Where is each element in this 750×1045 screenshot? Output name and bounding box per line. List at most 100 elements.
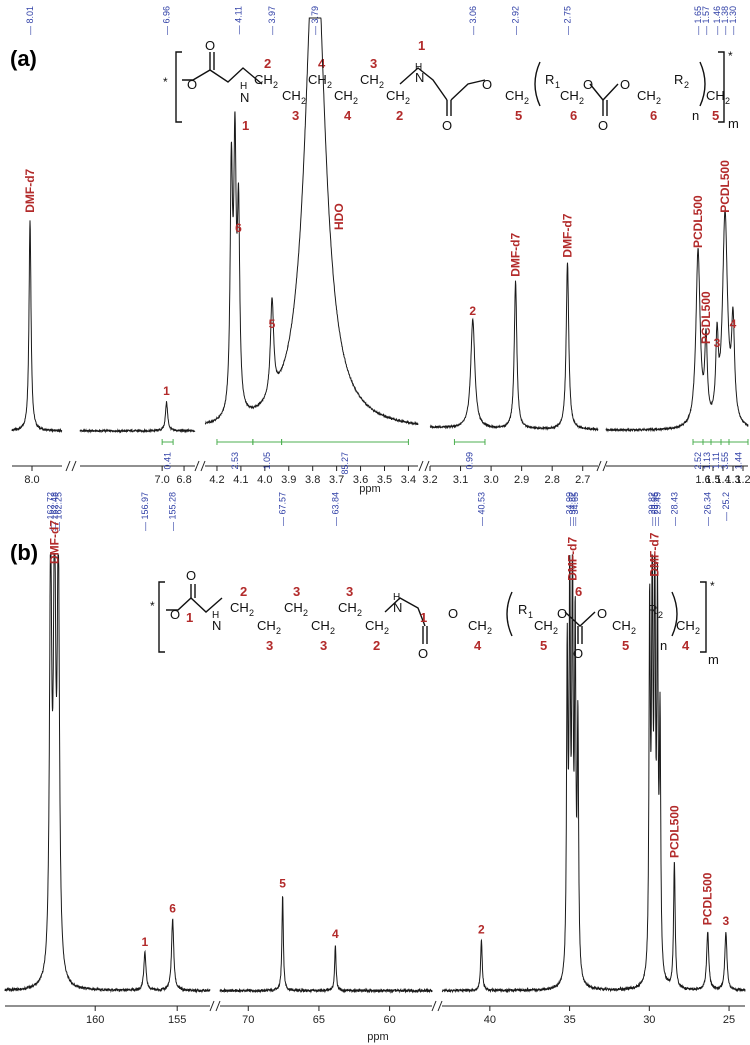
svg-text:CH: CH <box>365 618 384 633</box>
svg-text:O: O <box>557 606 567 621</box>
svg-text:2: 2 <box>579 96 584 106</box>
svg-text:CH: CH <box>311 618 330 633</box>
shift-label: — 29.82 <box>647 492 657 526</box>
svg-text:H: H <box>240 81 247 92</box>
bracket-left-a <box>175 51 182 123</box>
structure-label-b-5: 3 <box>346 584 353 599</box>
x-tick-label: 7.0 <box>154 474 169 486</box>
peak-label: DMF-d7 <box>509 232 523 276</box>
integral-value: 0.99 <box>465 452 475 470</box>
svg-text:2: 2 <box>276 626 281 636</box>
svg-text:N: N <box>212 618 221 633</box>
spectrum-trace-segment <box>605 208 749 433</box>
backbone-a3 <box>450 79 486 101</box>
x-tick-label: 65 <box>313 1014 325 1026</box>
peak-label: 4 <box>730 317 737 331</box>
structure-label-b-12: 4 <box>682 638 690 653</box>
integral-value: 2.53 <box>230 452 240 470</box>
peak-label: 5 <box>279 876 286 890</box>
structure-label-a-1: 2 <box>264 56 271 71</box>
svg-text:2: 2 <box>487 626 492 636</box>
axis-break-mark <box>209 1000 215 1012</box>
shift-label: — 3.79 <box>310 6 320 35</box>
shift-label: — 29.66 <box>650 492 660 526</box>
bracket-right-a <box>718 51 725 123</box>
svg-text:O: O <box>597 606 607 621</box>
svg-text:N: N <box>240 90 249 105</box>
svg-text:CH: CH <box>338 600 357 615</box>
shift-label: — 25.2 <box>721 492 731 521</box>
svg-text:H: H <box>393 592 400 603</box>
x-tick-label: 160 <box>86 1014 104 1026</box>
structure-label-b-4: 3 <box>320 638 327 653</box>
x-tick-label: 4.2 <box>209 474 224 486</box>
spectrum-trace-segment <box>441 554 746 994</box>
spectrum-panel-a: 8.0 7.0 6.8 4.2 4.1 4.0 3.9 3.8 3.7 3.6 3.5 3.4 3.2 3… <box>11 6 750 486</box>
x-tick-label: 155 <box>168 1014 186 1026</box>
backbone-b2 <box>384 597 426 627</box>
shift-label: — 34.99 <box>565 492 575 526</box>
svg-text:N: N <box>415 70 424 85</box>
peak-label: DMF-d7 <box>23 168 37 212</box>
x-tick-label: 2.7 <box>575 474 590 486</box>
backbone-a4 <box>589 83 619 102</box>
peak-label: 1 <box>142 935 149 949</box>
structure-label-b-1: 2 <box>240 584 247 599</box>
spectrum-panel-b: 160 155 70 65 60 40 35 30 25— 162.72— 162.48— 16… <box>4 492 746 1026</box>
structure-label-b-7: 1 <box>420 610 427 625</box>
x-tick-label: 40 <box>484 1014 496 1026</box>
svg-text:2: 2 <box>631 626 636 636</box>
peak-label: 4 <box>332 927 339 941</box>
structure-label-a-4: 3 <box>370 56 377 71</box>
svg-text:O: O <box>573 646 583 661</box>
peak-label: 6 <box>235 221 242 235</box>
x-tick-label: 1.4 <box>715 474 730 486</box>
shift-label: — 29.49 <box>652 492 662 526</box>
x-tick-label: 25 <box>723 1014 735 1026</box>
shift-label: — 1.38 <box>720 6 730 35</box>
integral-value: 3.55 <box>720 452 730 470</box>
shift-label: — 1.65 <box>693 6 703 35</box>
paren-right-a <box>699 61 706 107</box>
x-tick-label: 4.1 <box>233 474 248 486</box>
svg-text:CH: CH <box>284 600 303 615</box>
peak-label: 6 <box>169 902 176 916</box>
svg-text:CH: CH <box>676 618 695 633</box>
peak-label: HDO <box>332 203 346 230</box>
structure-label-a-3: 3 <box>292 108 299 123</box>
peak-label: 5 <box>269 317 276 331</box>
svg-text:2: 2 <box>725 96 730 106</box>
spectrum-trace-segment <box>4 554 211 994</box>
x-axis-title-b: ppm <box>367 1031 388 1043</box>
shift-label: — 8.01 <box>25 6 35 35</box>
svg-text:R: R <box>674 72 683 87</box>
svg-text:O: O <box>187 77 197 92</box>
integral-value: 1.13 <box>702 452 712 470</box>
axis-break-mark <box>65 460 71 472</box>
x-tick-label: 8.0 <box>24 474 39 486</box>
svg-text:CH: CH <box>386 88 405 103</box>
spectrum-trace-segment <box>11 220 63 434</box>
structure-star-right-b: * <box>710 579 715 593</box>
paren-left-b <box>506 591 513 637</box>
svg-text:R: R <box>545 72 554 87</box>
peak-label: PCDL500 <box>718 160 732 213</box>
shift-label: — 40.53 <box>476 492 486 526</box>
axis-break-mark <box>215 1000 221 1012</box>
paren-right-b <box>671 591 678 637</box>
polymer-structure-a: * * m n O O N H CH 2 CH 2 CH 2 CH 2 CH 2 CH 2 <box>163 38 739 133</box>
svg-text:O: O <box>448 606 458 621</box>
x-tick-label: 3.8 <box>305 474 320 486</box>
backbone-a <box>182 67 263 85</box>
spectrum-trace-segment <box>79 401 196 434</box>
svg-text:O: O <box>598 118 608 133</box>
x-tick-label: 1.5 <box>705 474 720 486</box>
shift-label: — 162.48 <box>50 492 60 531</box>
bracket-left-b <box>158 581 165 653</box>
structure-label-a-11: 5 <box>712 108 719 123</box>
svg-text:H: H <box>415 62 422 73</box>
x-tick-label: 4.0 <box>257 474 272 486</box>
svg-text:1: 1 <box>528 610 533 620</box>
structure-label-a-6: 2 <box>396 108 403 123</box>
